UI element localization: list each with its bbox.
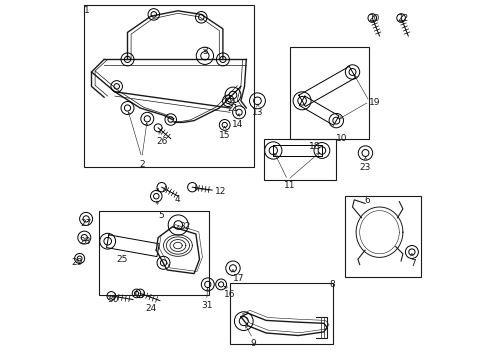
Text: 27: 27 xyxy=(81,219,92,228)
Text: 10: 10 xyxy=(336,134,347,143)
Text: 32: 32 xyxy=(179,222,190,231)
Text: 14: 14 xyxy=(232,120,243,129)
Text: 29: 29 xyxy=(72,258,83,267)
Text: 25: 25 xyxy=(116,255,127,264)
Text: 18: 18 xyxy=(308,142,320,151)
Text: 19: 19 xyxy=(368,98,380,107)
Bar xyxy=(289,47,368,139)
Bar xyxy=(264,139,336,180)
Text: 31: 31 xyxy=(201,301,212,310)
Text: 12: 12 xyxy=(214,187,225,196)
Text: 24: 24 xyxy=(145,304,156,313)
Text: 30: 30 xyxy=(107,295,118,304)
Text: 15: 15 xyxy=(219,131,230,140)
Text: 8: 8 xyxy=(328,280,334,289)
Text: 7: 7 xyxy=(409,259,415,268)
Text: 13: 13 xyxy=(251,108,263,117)
Bar xyxy=(345,196,420,277)
Text: 6: 6 xyxy=(363,196,369,205)
Text: 22: 22 xyxy=(396,14,407,23)
Text: 2: 2 xyxy=(139,160,144,169)
Text: 9: 9 xyxy=(249,339,255,348)
Text: 21: 21 xyxy=(227,104,238,113)
Text: 4: 4 xyxy=(174,195,180,204)
Text: 1: 1 xyxy=(84,6,90,15)
Text: 23: 23 xyxy=(359,163,370,172)
Bar xyxy=(230,283,332,344)
Bar xyxy=(84,5,253,167)
Text: 11: 11 xyxy=(283,181,295,190)
Text: 28: 28 xyxy=(79,238,90,246)
Text: 16: 16 xyxy=(224,290,235,299)
Text: 17: 17 xyxy=(232,274,244,283)
Text: 3: 3 xyxy=(202,47,207,56)
Bar xyxy=(99,211,208,295)
Text: 5: 5 xyxy=(158,211,163,220)
Text: 26: 26 xyxy=(156,137,167,146)
Text: 20: 20 xyxy=(367,14,379,23)
